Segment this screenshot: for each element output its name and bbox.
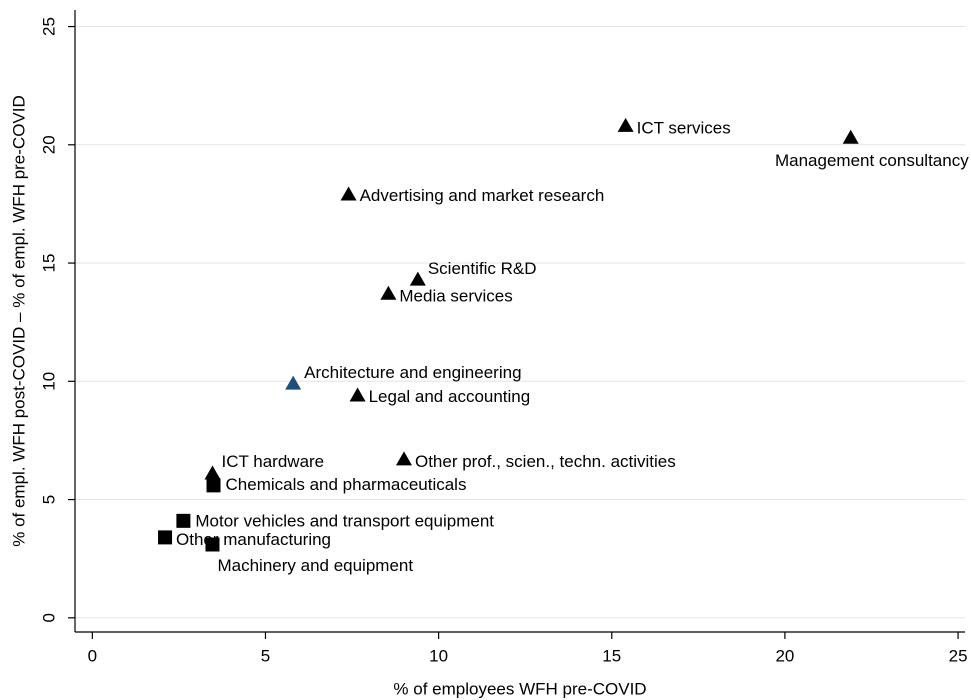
point-label: Chemicals and pharmaceuticals [226, 475, 467, 494]
point-label: ICT hardware [221, 452, 324, 471]
x-tick-label: 10 [429, 646, 448, 665]
x-axis-label: % of employees WFH pre-COVID [393, 679, 646, 698]
point-label: Other manufacturing [176, 530, 331, 549]
point-label: Advertising and market research [360, 186, 605, 205]
y-axis-label: % of empl. WFH post-COVID – % of empl. W… [9, 95, 28, 547]
y-tick-label: 15 [39, 254, 58, 273]
point [380, 285, 397, 300]
point-label: ICT services [637, 118, 731, 137]
point [409, 271, 426, 286]
x-tick-label: 0 [88, 646, 97, 665]
point-label: Media services [399, 286, 512, 305]
point [205, 537, 220, 552]
y-tick-label: 20 [39, 135, 58, 154]
x-tick-label: 5 [261, 646, 270, 665]
point [176, 513, 191, 528]
point-label: Other prof., scien., techn. activities [415, 452, 676, 471]
y-tick-label: 0 [39, 613, 58, 622]
y-tick-label: 5 [39, 495, 58, 504]
point-label: Legal and accounting [369, 387, 531, 406]
point-label: Motor vehicles and transport equipment [195, 511, 494, 530]
point [204, 465, 221, 480]
point [395, 451, 412, 466]
point [285, 375, 302, 390]
point [340, 186, 357, 201]
point [842, 129, 859, 144]
point-label: Management consultancy [775, 151, 969, 170]
point [206, 478, 221, 493]
point [349, 387, 366, 402]
point [158, 530, 173, 545]
x-tick-label: 20 [775, 646, 794, 665]
point [617, 117, 634, 132]
point-label: Scientific R&D [428, 259, 537, 278]
point-label: Architecture and engineering [304, 363, 521, 382]
y-tick-label: 25 [39, 17, 58, 36]
x-tick-label: 15 [602, 646, 621, 665]
x-tick-label: 25 [949, 646, 968, 665]
point-label: Machinery and equipment [217, 556, 413, 575]
y-tick-label: 10 [39, 372, 58, 391]
